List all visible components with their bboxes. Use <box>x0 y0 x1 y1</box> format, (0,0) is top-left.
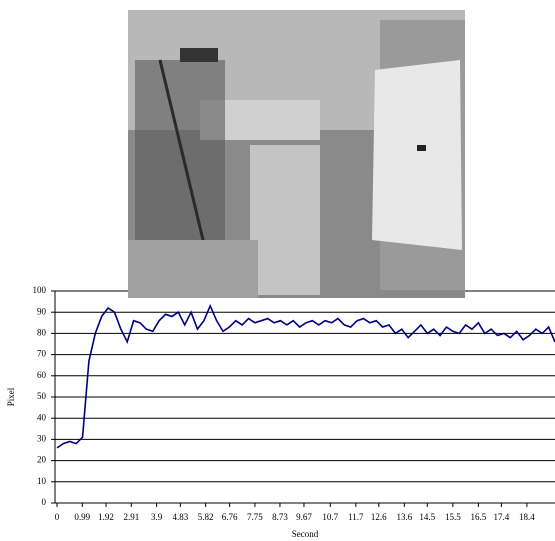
y-tick-label: 20 <box>37 455 47 465</box>
x-tick-label: 0.99 <box>74 512 90 522</box>
x-tick-label: 15.5 <box>445 512 461 522</box>
x-tick-label: 16.5 <box>471 512 487 522</box>
photo <box>128 10 465 298</box>
x-tick-label: 0 <box>55 512 60 522</box>
y-tick-label: 0 <box>42 497 47 507</box>
y-tick-label: 90 <box>37 306 47 316</box>
x-tick-label: 13.6 <box>396 512 412 522</box>
y-tick-label: 30 <box>37 433 47 443</box>
y-tick-label: 10 <box>37 476 47 486</box>
x-tick-label: 12.6 <box>371 512 387 522</box>
x-tick-label: 18.4 <box>519 512 535 522</box>
y-axis-label: Pixel <box>6 387 16 406</box>
x-tick-label: 17.4 <box>493 512 509 522</box>
x-tick-label: 1.92 <box>98 512 114 522</box>
x-tick-label: 7.75 <box>247 512 263 522</box>
x-tick-label: 11.7 <box>348 512 364 522</box>
x-tick-label: 4.83 <box>172 512 188 522</box>
y-tick-label: 100 <box>33 285 47 295</box>
x-axis-label: Second <box>292 529 319 539</box>
y-tick-label: 50 <box>37 391 47 401</box>
y-tick-label: 40 <box>37 412 47 422</box>
x-tick-label: 14.5 <box>419 512 435 522</box>
figure: 0 10 20 30 40 50 60 70 80 90 100 0 0.99 1.92 2.91 3.9 4.… <box>0 0 555 541</box>
x-tick-label: 5.82 <box>198 512 214 522</box>
data-line <box>57 306 555 448</box>
x-tick-label: 6.76 <box>222 512 238 522</box>
x-tick-label: 9.67 <box>296 512 312 522</box>
y-tick-label: 80 <box>37 327 47 337</box>
x-tick-label: 2.91 <box>123 512 139 522</box>
x-tick-label: 3.9 <box>151 512 163 522</box>
x-tick-label: 10.7 <box>322 512 338 522</box>
x-tick-label: 8.73 <box>272 512 288 522</box>
y-tick-label: 70 <box>37 349 47 359</box>
plot: 0 10 20 30 40 50 60 70 80 90 100 0 0.99 1.92 2.91 3.9 4.… <box>33 285 555 522</box>
y-tick-label: 60 <box>37 370 47 380</box>
